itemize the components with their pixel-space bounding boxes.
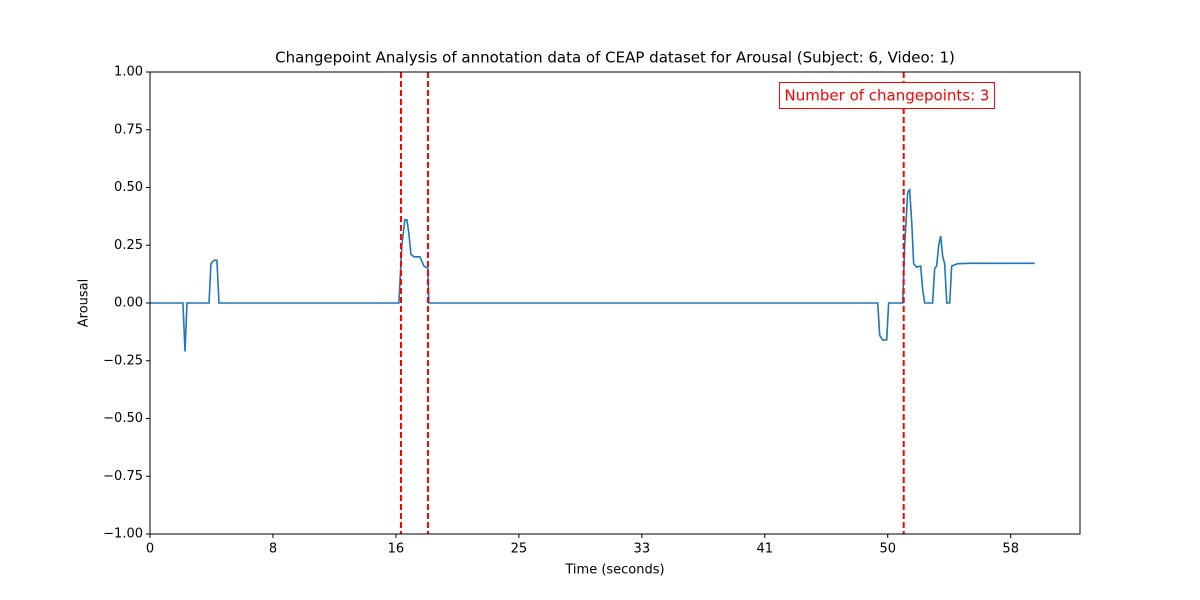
- x-axis-label: Time (seconds): [564, 563, 664, 578]
- x-tick-label: 58: [1002, 542, 1019, 557]
- data-line: [150, 187, 1035, 352]
- y-tick-label: 1.00: [114, 65, 143, 80]
- x-tick-label: 25: [511, 542, 528, 557]
- plot-frame: [149, 71, 1081, 535]
- annotation-box: [779, 82, 995, 109]
- x-tick-label: 41: [757, 542, 774, 557]
- x-tick-label: 33: [634, 542, 651, 557]
- y-tick-label: 0.25: [114, 238, 143, 253]
- x-tick-label: 0: [146, 542, 154, 557]
- x-tick-label: 50: [879, 542, 896, 557]
- y-tick-label: 0.75: [114, 122, 143, 137]
- chart-title: Changepoint Analysis of annotation data …: [275, 49, 955, 67]
- y-tick-label: −0.25: [103, 353, 143, 368]
- x-tick-label: 8: [269, 542, 277, 557]
- y-axis-label: Arousal: [77, 279, 92, 328]
- y-tick-label: −0.75: [103, 469, 143, 484]
- y-tick-label: −1.00: [103, 527, 143, 542]
- y-tick-label: 0.00: [114, 296, 143, 311]
- y-tick-label: −0.50: [103, 411, 143, 426]
- x-tick-label: 16: [388, 542, 405, 557]
- annotation: Number of changepoints: 3: [785, 87, 990, 105]
- y-tick-label: 0.50: [114, 180, 143, 195]
